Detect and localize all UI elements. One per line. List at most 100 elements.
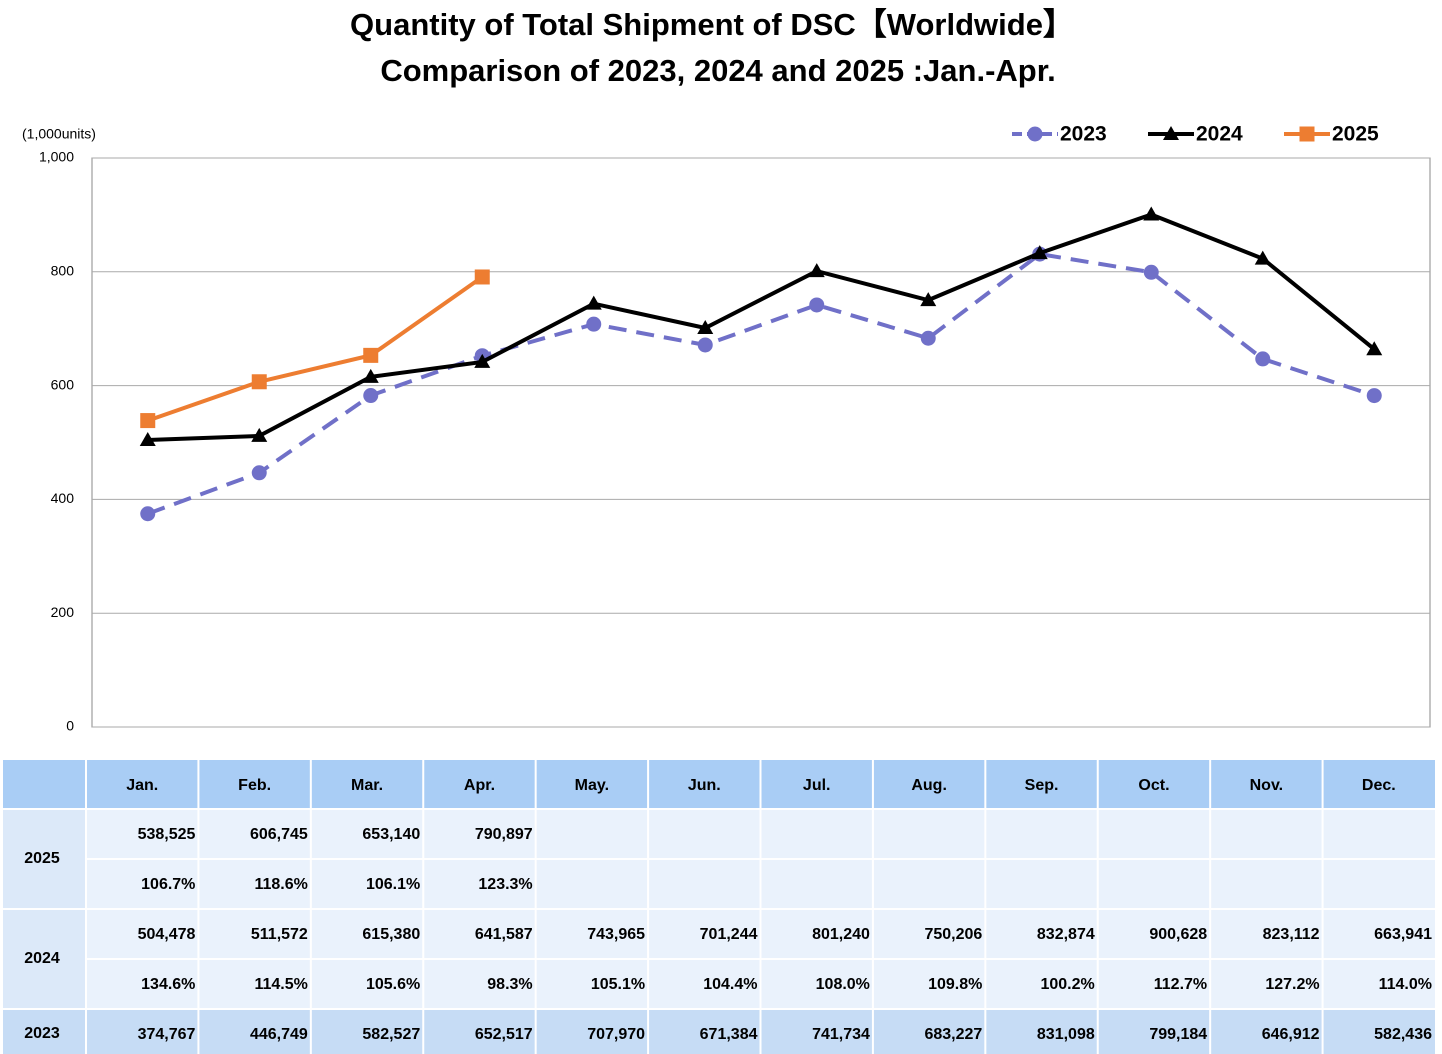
table-value: 750,206 — [924, 926, 982, 943]
marker — [1366, 388, 1382, 404]
marker — [808, 263, 825, 278]
table-value: 823,112 — [1263, 926, 1320, 943]
marker — [1031, 245, 1048, 260]
marker — [1143, 264, 1159, 280]
table-value: 663,941 — [1374, 926, 1432, 943]
table-value: 652,517 — [475, 1026, 533, 1043]
table-ratio: 118.6% — [254, 876, 307, 893]
table-value: 582,436 — [1374, 1026, 1432, 1043]
table-header: Dec. — [1362, 777, 1396, 794]
row-label-bg — [3, 810, 85, 908]
table-value: 741,734 — [812, 1026, 870, 1043]
table-ratio: 105.1% — [591, 976, 645, 993]
table-header: Sep. — [1025, 777, 1059, 794]
table-value: 683,227 — [924, 1026, 982, 1043]
series-line — [147, 251, 1375, 516]
marker — [1143, 206, 1160, 221]
table-value: 582,527 — [362, 1026, 420, 1043]
table-ratio: 127.2% — [1265, 976, 1319, 993]
y-tick-label: 600 — [51, 376, 75, 392]
table-ratio: 100.2% — [1040, 976, 1094, 993]
chart-subtitle: Comparison of 2023, 2024 and 2025 :Jan.-… — [380, 53, 1055, 88]
table-value: 701,244 — [700, 926, 758, 943]
y-tick-label: 1,000 — [39, 149, 74, 165]
table-ratio: 112.7% — [1154, 976, 1207, 993]
table-header-bg — [3, 760, 1435, 808]
marker — [251, 374, 267, 390]
table-value: 511,572 — [251, 926, 308, 943]
row-label: 2023 — [24, 1025, 60, 1042]
plot-area — [91, 157, 1431, 728]
marker — [697, 319, 714, 334]
marker — [474, 269, 490, 285]
table-ratio: 105.6% — [366, 976, 420, 993]
marker — [1366, 341, 1383, 356]
table-value: 831,098 — [1037, 1026, 1095, 1043]
table-header: Jul. — [803, 777, 831, 794]
table-value: 900,628 — [1149, 926, 1207, 943]
table-value: 504,478 — [138, 926, 196, 943]
table-value: 832,874 — [1037, 926, 1095, 943]
marker — [362, 368, 379, 383]
table-value: 446,749 — [250, 1026, 308, 1043]
table-value: 671,384 — [700, 1026, 758, 1043]
marker — [251, 427, 268, 442]
row-label-bg — [3, 1010, 85, 1054]
marker — [809, 297, 825, 313]
marker — [1255, 351, 1271, 367]
table-value: 646,912 — [1262, 1026, 1320, 1043]
table-ratio: 109.8% — [928, 976, 982, 993]
table-ratio: 114.5% — [254, 976, 307, 993]
marker — [140, 413, 156, 429]
series-line — [147, 275, 484, 423]
marker — [474, 353, 491, 368]
table-ratio: 134.6% — [141, 976, 195, 993]
row-label: 2025 — [24, 850, 60, 867]
table-value: 374,767 — [138, 1026, 196, 1043]
legend-label: 2024 — [1196, 123, 1243, 146]
table-value: 538,525 — [138, 826, 196, 843]
series-line — [147, 212, 1376, 442]
marker — [140, 506, 156, 522]
table-header: Mar. — [351, 777, 383, 794]
marker — [1254, 250, 1271, 265]
table-value: 641,587 — [475, 926, 533, 943]
table-ratio: 106.7% — [141, 876, 195, 893]
table-header: Aug. — [911, 777, 947, 794]
row-label: 2024 — [24, 950, 60, 967]
marker — [586, 316, 602, 332]
legend-marker — [1027, 126, 1043, 142]
table-ratio: 123.3% — [478, 876, 532, 893]
y-tick-label: 0 — [66, 718, 74, 734]
table-ratio: 114.0% — [1379, 976, 1432, 993]
table-ratio: 108.0% — [816, 976, 870, 993]
table-header: May. — [575, 777, 609, 794]
table-ratio: 98.3% — [487, 976, 532, 993]
marker — [585, 295, 602, 310]
table-value: 707,970 — [587, 1026, 645, 1043]
row-label-bg — [3, 910, 85, 1008]
table-header: Oct. — [1138, 777, 1169, 794]
y-tick-label: 800 — [51, 263, 75, 279]
table-ratio: 106.1% — [366, 876, 420, 893]
marker — [363, 388, 379, 404]
marker — [251, 465, 267, 481]
marker — [920, 330, 936, 346]
marker — [697, 337, 713, 353]
table-header: Jun. — [688, 777, 721, 794]
table-value: 790,897 — [475, 826, 533, 843]
y-tick-label: 400 — [51, 490, 75, 506]
y-axis-label: (1,000units) — [22, 126, 96, 142]
marker — [363, 347, 379, 363]
marker — [139, 431, 156, 446]
table-header: Feb. — [238, 777, 271, 794]
table-header: Nov. — [1250, 777, 1283, 794]
table-value: 799,184 — [1149, 1026, 1207, 1043]
table-header: Jan. — [126, 777, 158, 794]
table-header: Apr. — [464, 777, 495, 794]
table-value: 743,965 — [587, 926, 645, 943]
chart-title: Quantity of Total Shipment of DSC【Worldw… — [350, 7, 1074, 42]
table-value: 653,140 — [362, 826, 420, 843]
legend-marker — [1299, 126, 1315, 142]
